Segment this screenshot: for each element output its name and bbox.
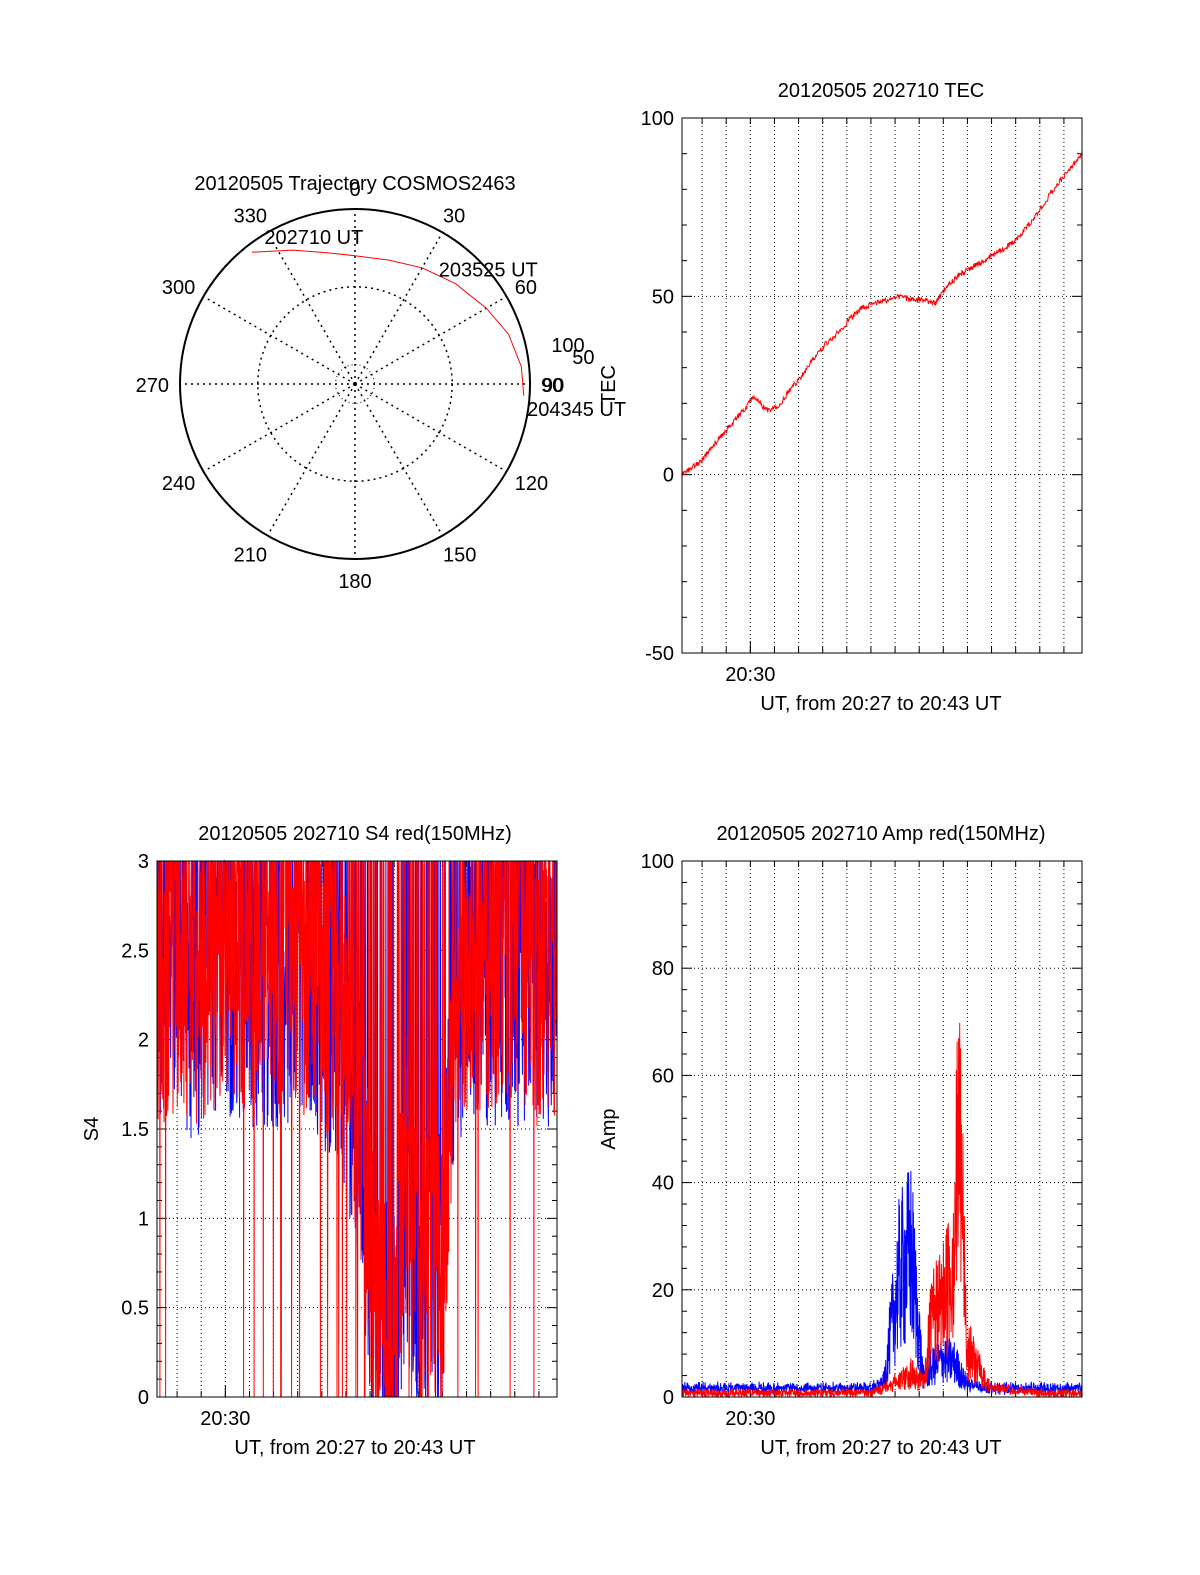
chart-title: 20120505 202710 TEC: [778, 80, 984, 102]
polar-angle-label: 330: [234, 205, 267, 227]
x-tick-label: 20:30: [725, 1408, 775, 1430]
y-tick-label: 3: [138, 851, 149, 873]
polar-angle-label: 210: [234, 545, 267, 567]
polar-angle-label: 240: [162, 473, 195, 495]
data-series-line-1: [681, 152, 1083, 478]
polar-spoke: [354, 383, 507, 473]
y-tick-label: 2.5: [121, 940, 149, 962]
track-time-label: 203525 UT: [439, 260, 538, 282]
y-tick-label: 0.5: [121, 1298, 149, 1320]
plot-frame: [681, 860, 1083, 1398]
amp-chart: 20120505 202710 Amp red(150MHz) UT, from…: [598, 823, 1083, 1459]
data-series-line-2: [681, 1022, 1083, 1399]
polar-spoke: [266, 383, 356, 536]
chart-title: 20120505 202710 S4 red(150MHz): [198, 823, 512, 845]
y-tick-label: 2: [138, 1030, 149, 1052]
y-tick-label: 40: [652, 1173, 674, 1195]
y-tick-label: 0: [663, 465, 674, 487]
polar-angle-label: 0: [349, 179, 360, 201]
polar-ring-label: 50: [572, 347, 594, 369]
satellite-track-line: [251, 249, 525, 396]
polar-angle-label: 30: [443, 205, 465, 227]
radial-scale-label: 100: [551, 335, 584, 357]
polar-angle-label: 180: [338, 571, 371, 593]
polar-spoke: [354, 232, 444, 385]
y-tick-label: 0: [663, 1387, 674, 1409]
x-axis-label: UT, from 20:27 to 20:43 UT: [234, 1437, 475, 1459]
polar-spoke: [203, 383, 356, 473]
chart-title: 20120505 Trajectory COSMOS2463: [194, 173, 515, 195]
polar-angle-label: 300: [162, 277, 195, 299]
y-tick-label: 50: [652, 286, 674, 308]
polar-spoke: [354, 295, 507, 385]
polar-ring-label: 90: [542, 375, 564, 397]
y-tick-label: 60: [652, 1065, 674, 1087]
y-tick-label: 100: [641, 851, 674, 873]
data-series-line-1: [681, 1170, 1083, 1396]
y-tick-label: -50: [645, 643, 674, 665]
y-axis-label: TEC: [598, 365, 620, 405]
x-tick-label: 20:30: [200, 1408, 250, 1430]
y-tick-label: 80: [652, 958, 674, 980]
polar-angle-label: 270: [136, 375, 169, 397]
polar-spoke: [266, 232, 356, 385]
plot-frame: [681, 117, 1083, 654]
track-time-label: 204345 UT: [527, 399, 626, 421]
y-tick-label: 1: [138, 1208, 149, 1230]
polar-angle-label: 90: [541, 375, 563, 397]
y-axis-label: S4: [81, 1117, 103, 1141]
x-axis-label: UT, from 20:27 to 20:43 UT: [760, 1437, 1001, 1459]
polar-angle-label: 120: [515, 473, 548, 495]
y-tick-label: 100: [641, 108, 674, 130]
trajectory-polar-chart: 20120505 Trajectory COSMOS2463 100 0 30 60…: [136, 173, 626, 593]
tec-chart: 20120505 202710 TEC UT, from 20:27 to 20…: [598, 80, 1083, 715]
y-tick-label: 0: [138, 1387, 149, 1409]
y-axis-label: Amp: [598, 1108, 620, 1149]
x-tick-label: 20:30: [725, 664, 775, 686]
plot-frame: [156, 860, 558, 1398]
polar-angle-label: 60: [515, 277, 537, 299]
polar-spoke: [354, 383, 444, 536]
track-time-label: 202710 UT: [264, 227, 363, 249]
x-axis-label: UT, from 20:27 to 20:43 UT: [760, 693, 1001, 715]
polar-spoke: [203, 295, 356, 385]
y-tick-label: 1.5: [121, 1119, 149, 1141]
s4-chart: 20120505 202710 S4 red(150MHz) UT, from …: [81, 823, 558, 1459]
chart-title: 20120505 202710 Amp red(150MHz): [716, 823, 1045, 845]
polar-angle-label: 150: [443, 545, 476, 567]
polar-outer-ring: [179, 208, 531, 560]
y-tick-label: 20: [652, 1280, 674, 1302]
